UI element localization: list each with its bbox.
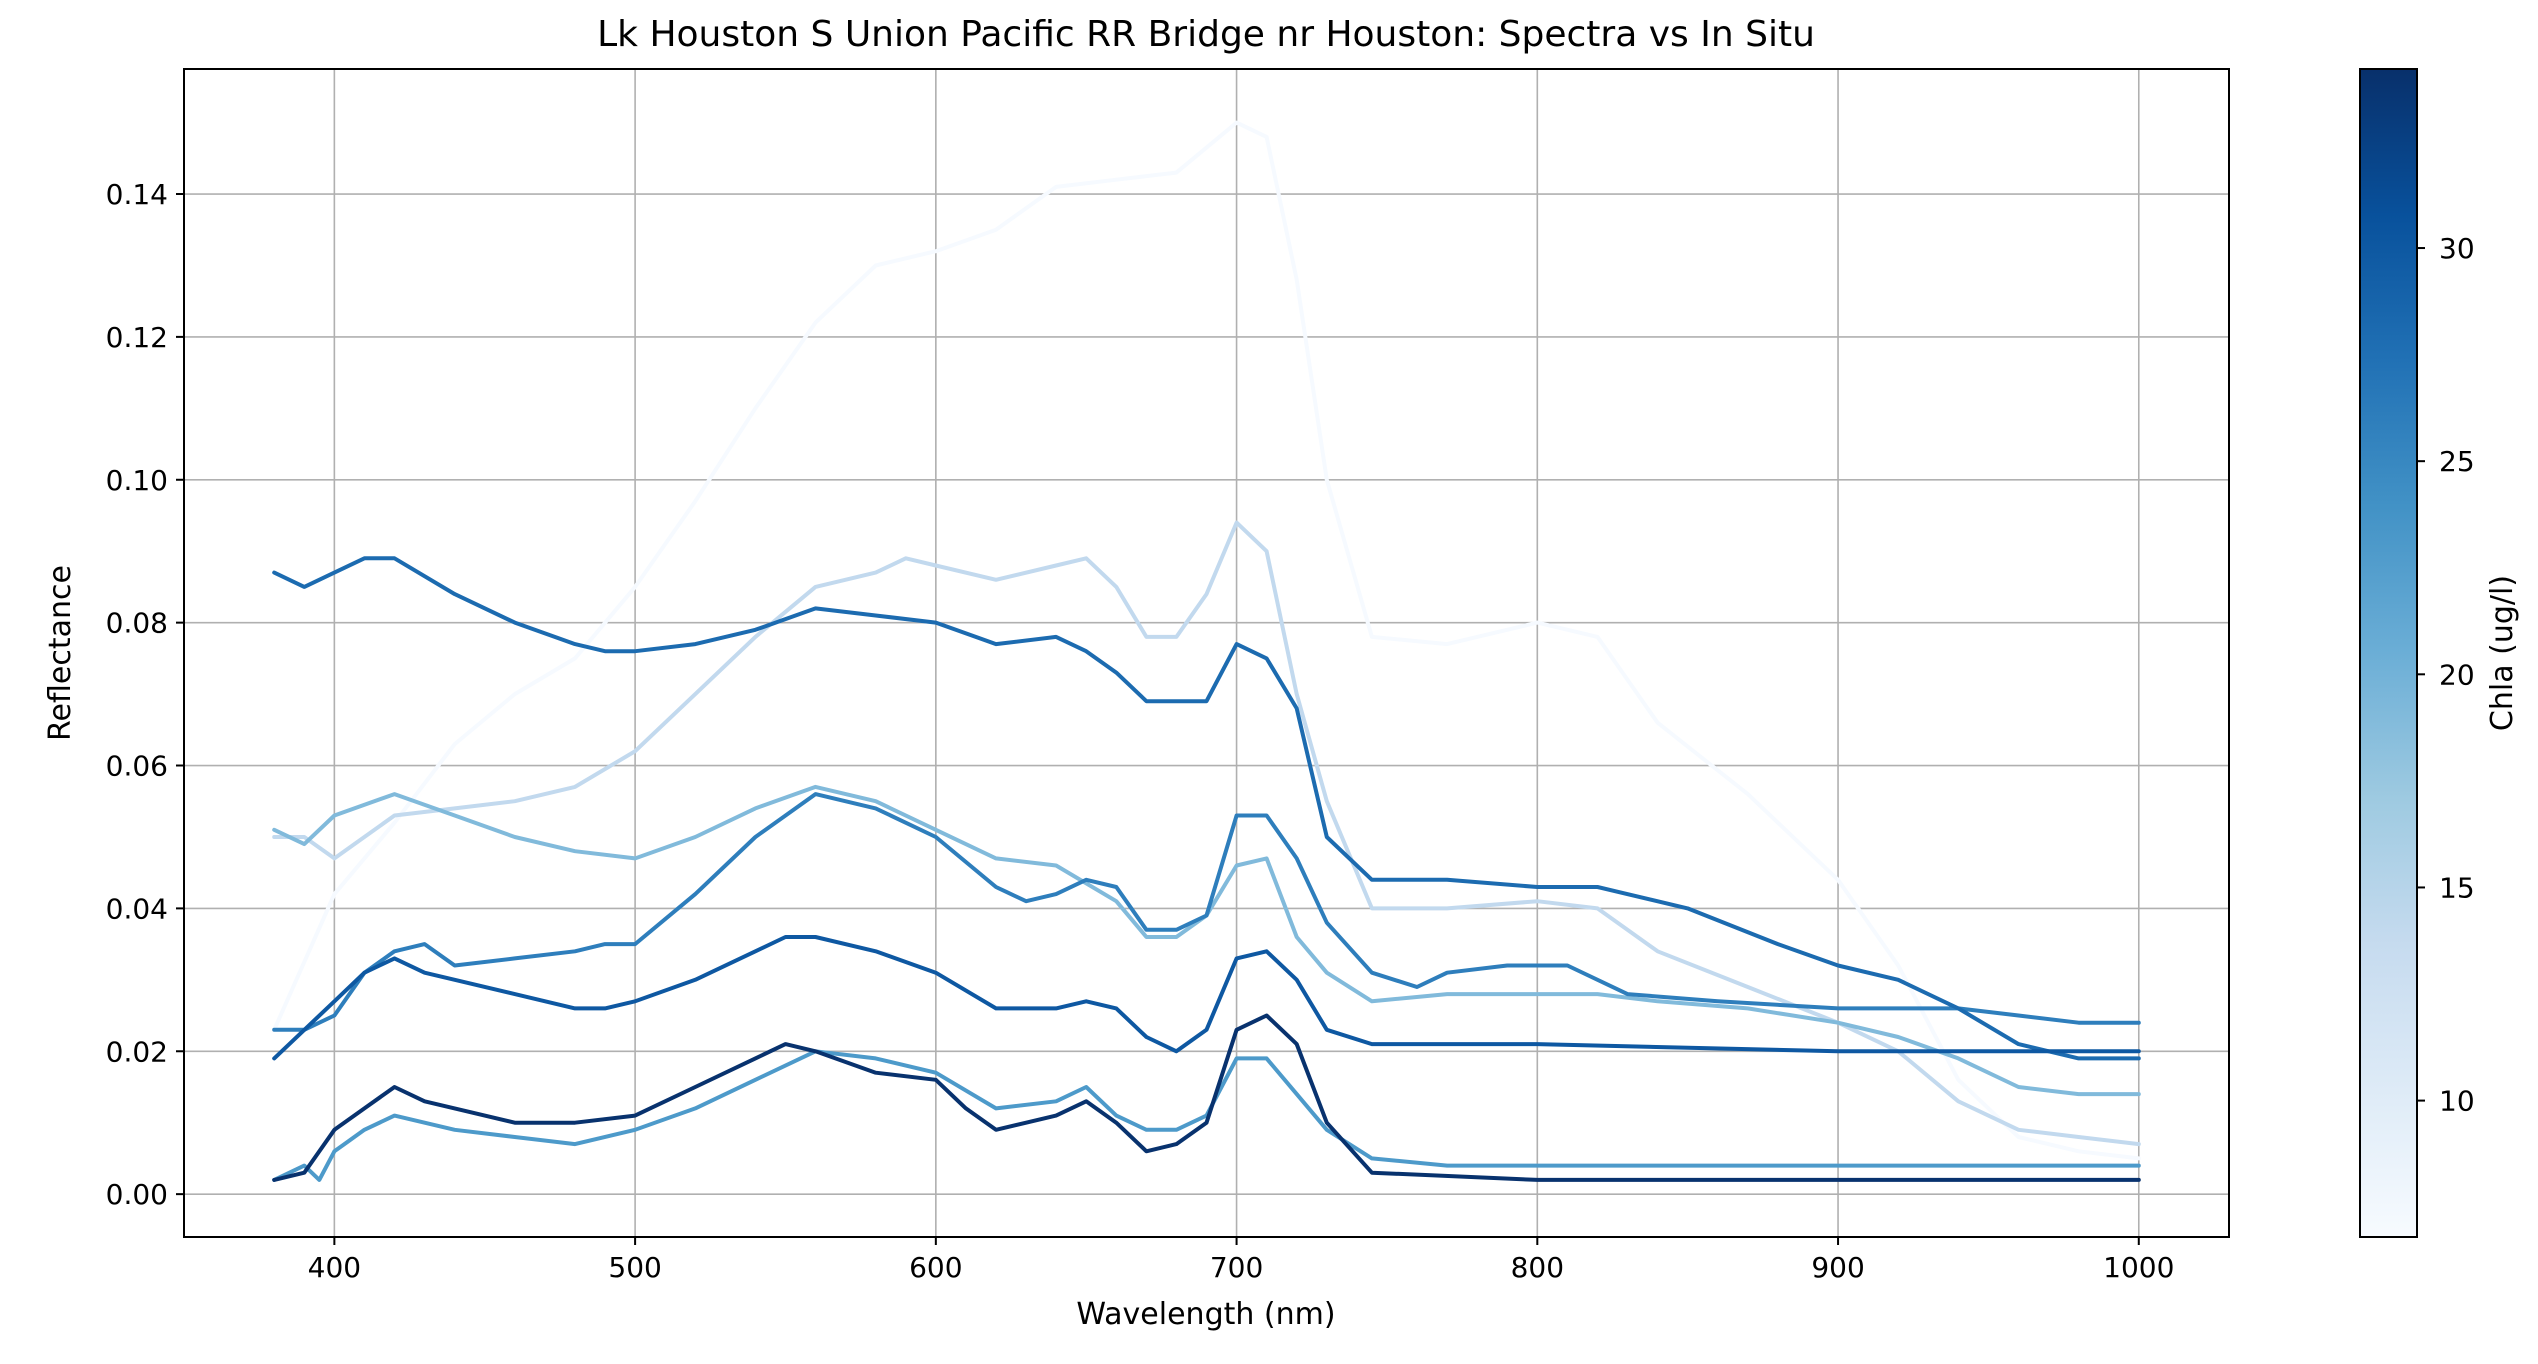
y-tick-label: 0.00 [106,1178,168,1211]
colorbar-tick-label: 15 [2439,871,2475,904]
colorbar [2359,68,2418,1238]
y-axis-label: Reflectance [43,565,78,741]
y-tick-label: 0.06 [106,750,168,783]
x-tick-label: 600 [909,1251,962,1284]
spectrum-line [272,935,2141,1061]
plot-frame [183,68,2230,1238]
x-tick-label: 900 [1811,1251,1864,1284]
chart-title: Lk Houston S Union Pacific RR Bridge nr … [597,14,1815,55]
x-tick-label: 700 [1210,1251,1263,1284]
colorbar-ticks: 10 15 20 25 30 [2417,232,2475,1118]
x-tick-label: 400 [308,1251,361,1284]
colorbar-tick-label: 30 [2439,232,2475,265]
y-tick-label: 0.14 [106,178,168,211]
colorbar-tick-label: 25 [2439,445,2475,478]
y-tick-label: 0.04 [106,892,168,925]
colorbar-tick-label: 20 [2439,658,2475,691]
y-tick-label: 0.02 [106,1035,168,1068]
x-tick-label: 500 [608,1251,661,1284]
colorbar-tick-label: 10 [2439,1085,2475,1118]
spectrum-line [272,556,2141,1061]
y-tick-label: 0.12 [106,321,168,354]
x-axis-ticks: 400 500 600 700 800 900 1000 [308,1237,2174,1284]
y-tick-label: 0.10 [106,464,168,497]
y-axis-ticks: 0.00 0.02 0.04 0.06 0.08 0.10 0.12 0.14 [106,178,184,1211]
x-tick-label: 1000 [2103,1251,2174,1284]
spectrum-line [272,1049,2141,1182]
spectrum-line [272,520,2141,1147]
x-axis-label: Wavelength (nm) [1076,1297,1335,1332]
spectrum-line [272,784,2141,1097]
series-lines [272,120,2141,1182]
x-tick-label: 800 [1511,1251,1564,1284]
y-tick-label: 0.08 [106,607,168,640]
grid-lines [184,69,2229,1237]
spectrum-line [272,792,2141,1032]
spectrum-line [272,1013,2141,1182]
colorbar-label: Chla (ug/l) [2485,575,2520,731]
